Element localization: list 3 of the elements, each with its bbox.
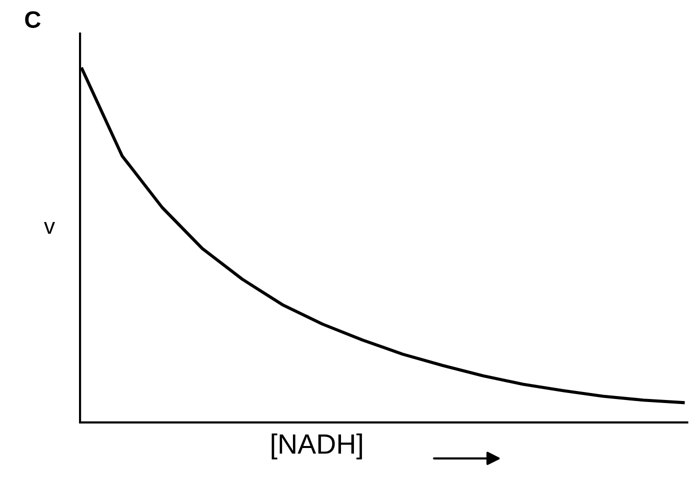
chart-title: C	[25, 11, 41, 28]
y-axis-title: v	[44, 222, 55, 234]
x-axis-title: [NADH]	[272, 434, 362, 460]
